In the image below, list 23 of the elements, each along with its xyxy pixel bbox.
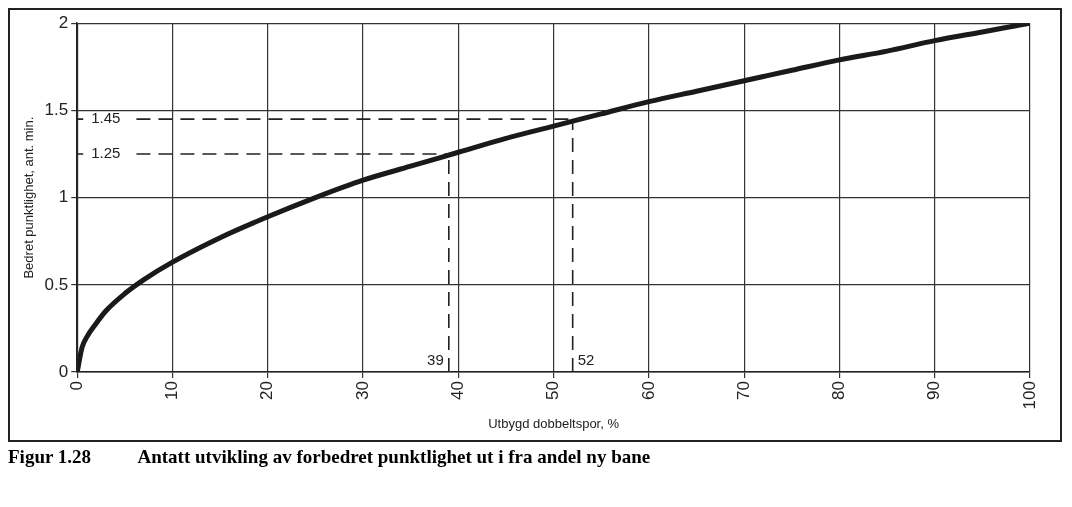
y-tick-label: 0.5	[44, 274, 69, 294]
y-tick-label: 1.5	[44, 100, 69, 120]
y-tick-label: 0	[58, 361, 69, 381]
ref-line-label: 1.25	[91, 144, 121, 162]
text: Figur 1.28 Antatt utvikling av forbedret punktlighet ut i fra andel ny bane	[8, 446, 652, 468]
y-axis-title: Bedret punktlighet, ant. min.	[21, 116, 37, 279]
x-tick-label: 10	[162, 381, 182, 400]
x-axis-title: Utbygd dobbeltspor, %	[488, 415, 620, 431]
x-tick-label: 100	[1019, 381, 1039, 410]
x-tick-label: 80	[829, 381, 849, 400]
x-tick-label: 30	[352, 381, 372, 400]
x-tick-label: 60	[638, 381, 658, 400]
ref-line-label: 39	[427, 350, 444, 368]
y-tick-label: 1	[58, 187, 69, 207]
x-tick-label: 70	[733, 381, 753, 400]
x-tick-label: 50	[543, 381, 563, 400]
ref-line-label: 1.45	[91, 109, 121, 127]
ref-line-label: 52	[577, 350, 595, 368]
x-tick-label: 0	[66, 381, 86, 391]
y-tick-label: 2	[58, 12, 69, 32]
x-tick-label: 20	[257, 381, 277, 400]
x-tick-label: 40	[448, 381, 468, 400]
x-tick-label: 90	[924, 381, 944, 400]
